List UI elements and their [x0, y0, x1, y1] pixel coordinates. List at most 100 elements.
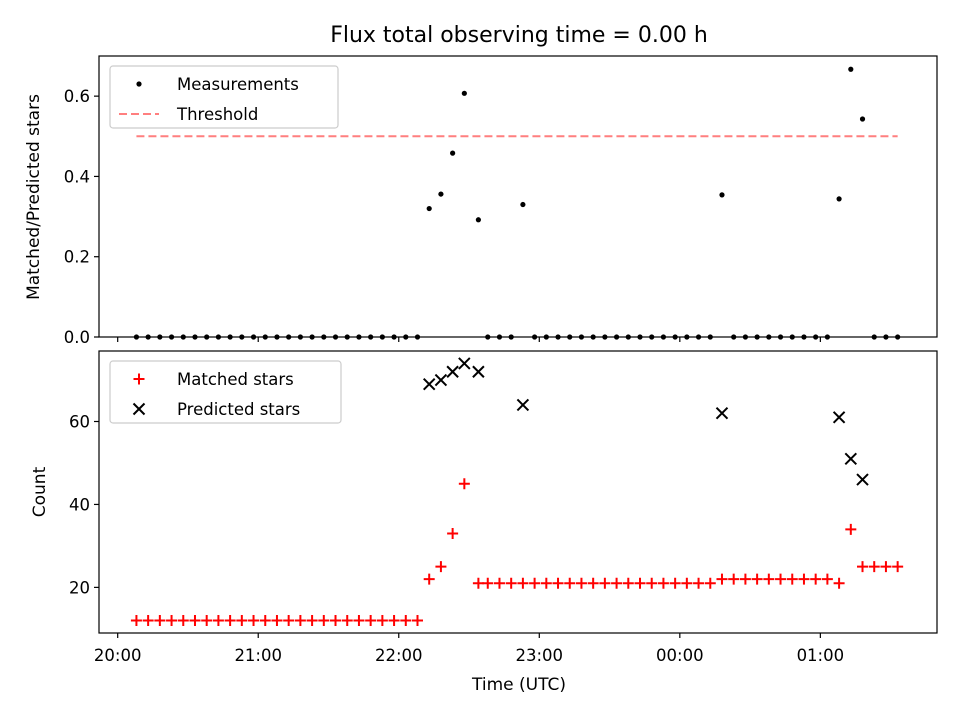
- matched-star-point: [447, 527, 459, 539]
- ratio-y-axis: 0.0 0.2 0.4 0.6: [64, 87, 99, 347]
- matched-star-point: [458, 478, 470, 490]
- matched-star-point: [154, 615, 166, 627]
- matched-star-point: [259, 615, 271, 627]
- measurement-point: [450, 150, 456, 156]
- matched-star-point: [880, 561, 892, 573]
- y-tick-label: 20: [69, 578, 90, 597]
- matched-star-point: [177, 615, 189, 627]
- matched-star-point: [634, 577, 646, 589]
- matched-star-point: [622, 577, 634, 589]
- matched-star-point: [435, 561, 447, 573]
- matched-star-point: [810, 573, 822, 585]
- matched-star-point: [646, 577, 658, 589]
- count-panel: 20 40 60 20:00 21:00 22:00 23:00 00:00 01:00 Co…: [30, 350, 938, 665]
- matched-star-point: [599, 577, 611, 589]
- legend-marker: [133, 373, 145, 385]
- y-tick-label: 0.2: [64, 248, 90, 267]
- matched-star-point: [283, 615, 295, 627]
- matched-star-point: [271, 615, 283, 627]
- matched-star-point: [552, 577, 564, 589]
- count-y-axis-label: Count: [30, 466, 50, 517]
- predicted-star-point: [458, 357, 471, 370]
- y-tick-label: 60: [69, 413, 90, 432]
- matched-star-point: [833, 577, 845, 589]
- predicted-star-point: [516, 398, 530, 412]
- measurement-point: [848, 66, 854, 72]
- matched-star-point: [763, 573, 775, 585]
- y-tick-label: 0.4: [64, 167, 90, 186]
- matched-star-point: [751, 573, 763, 585]
- measurement-point: [438, 191, 444, 197]
- y-tick-label: 40: [69, 495, 90, 514]
- matched-star-point: [669, 577, 681, 589]
- ratio-panel: 0.0 0.2 0.4 0.6 Matched/Predicted stars Mea…: [24, 55, 938, 347]
- predicted-star-point: [446, 365, 459, 378]
- legend-label: Matched stars: [177, 370, 294, 389]
- x-tick-label: 01:00: [797, 646, 845, 665]
- matched-star-point: [716, 573, 728, 585]
- matched-star-point: [611, 577, 623, 589]
- count-x-axis: 20:00 21:00 22:00 23:00 00:00 01:00: [94, 633, 844, 665]
- count-legend: Matched stars Predicted stars: [109, 360, 342, 424]
- x-tick-label: 22:00: [375, 646, 423, 665]
- matched-star-point: [130, 615, 142, 627]
- matched-star-point: [821, 573, 833, 585]
- ratio-plot-frame: [98, 55, 938, 338]
- count-plot-frame: [98, 350, 938, 634]
- chart-title: Flux total observing time = 0.00 h: [330, 23, 708, 48]
- x-tick-label: 00:00: [656, 646, 704, 665]
- predicted-star-point: [715, 406, 729, 420]
- matched-star-point: [892, 561, 904, 573]
- matched-star-point: [493, 577, 505, 589]
- matched-star-point: [529, 577, 541, 589]
- matched-star-point: [587, 577, 599, 589]
- matched-star-point: [224, 615, 236, 627]
- matched-star-point: [681, 577, 693, 589]
- matched-star-point: [845, 523, 857, 535]
- matched-star-point: [212, 615, 224, 627]
- predicted-star-point: [434, 373, 448, 387]
- matched-star-point: [201, 615, 213, 627]
- x-axis-label: Time (UTC): [471, 675, 566, 695]
- matched-star-point: [330, 615, 342, 627]
- legend-marker: [132, 402, 146, 416]
- matched-star-point: [472, 577, 484, 589]
- predicted-star-point: [844, 452, 858, 466]
- measurement-point: [859, 116, 866, 122]
- matched-star-point: [704, 577, 716, 589]
- matched-star-point: [353, 615, 365, 627]
- matched-star-point: [411, 615, 423, 627]
- measurement-point: [836, 196, 842, 202]
- legend-label: Threshold: [176, 105, 258, 124]
- matched-star-point: [248, 615, 260, 627]
- ratio-y-axis-label: Matched/Predicted stars: [24, 94, 44, 300]
- legend-label: Measurements: [177, 75, 299, 94]
- matched-star-point: [564, 577, 576, 589]
- matched-star-point: [400, 615, 412, 627]
- matched-star-point: [857, 561, 869, 573]
- matched-star-point: [657, 577, 669, 589]
- predicted-star-point: [856, 473, 869, 486]
- measurement-point: [426, 205, 432, 212]
- count-marks: [130, 357, 904, 627]
- measurement-point: [475, 217, 481, 223]
- measurement-point: [461, 90, 467, 96]
- matched-star-point: [482, 577, 494, 589]
- matched-star-point: [294, 615, 306, 627]
- x-tick-label: 23:00: [516, 646, 564, 665]
- matched-star-point: [517, 577, 529, 589]
- matched-star-point: [786, 573, 798, 585]
- predicted-star-point: [472, 365, 485, 378]
- ratio-x-axis: [117, 337, 821, 342]
- legend-box: [109, 360, 342, 424]
- matched-star-point: [505, 577, 517, 589]
- matched-star-point: [388, 615, 400, 627]
- predicted-star-point: [832, 411, 846, 424]
- legend-box: [109, 65, 339, 129]
- y-tick-label: 0.0: [64, 328, 90, 347]
- matched-star-point: [341, 615, 353, 627]
- matched-star-point: [739, 573, 751, 585]
- matched-star-point: [318, 615, 330, 627]
- matched-star-point: [868, 561, 880, 573]
